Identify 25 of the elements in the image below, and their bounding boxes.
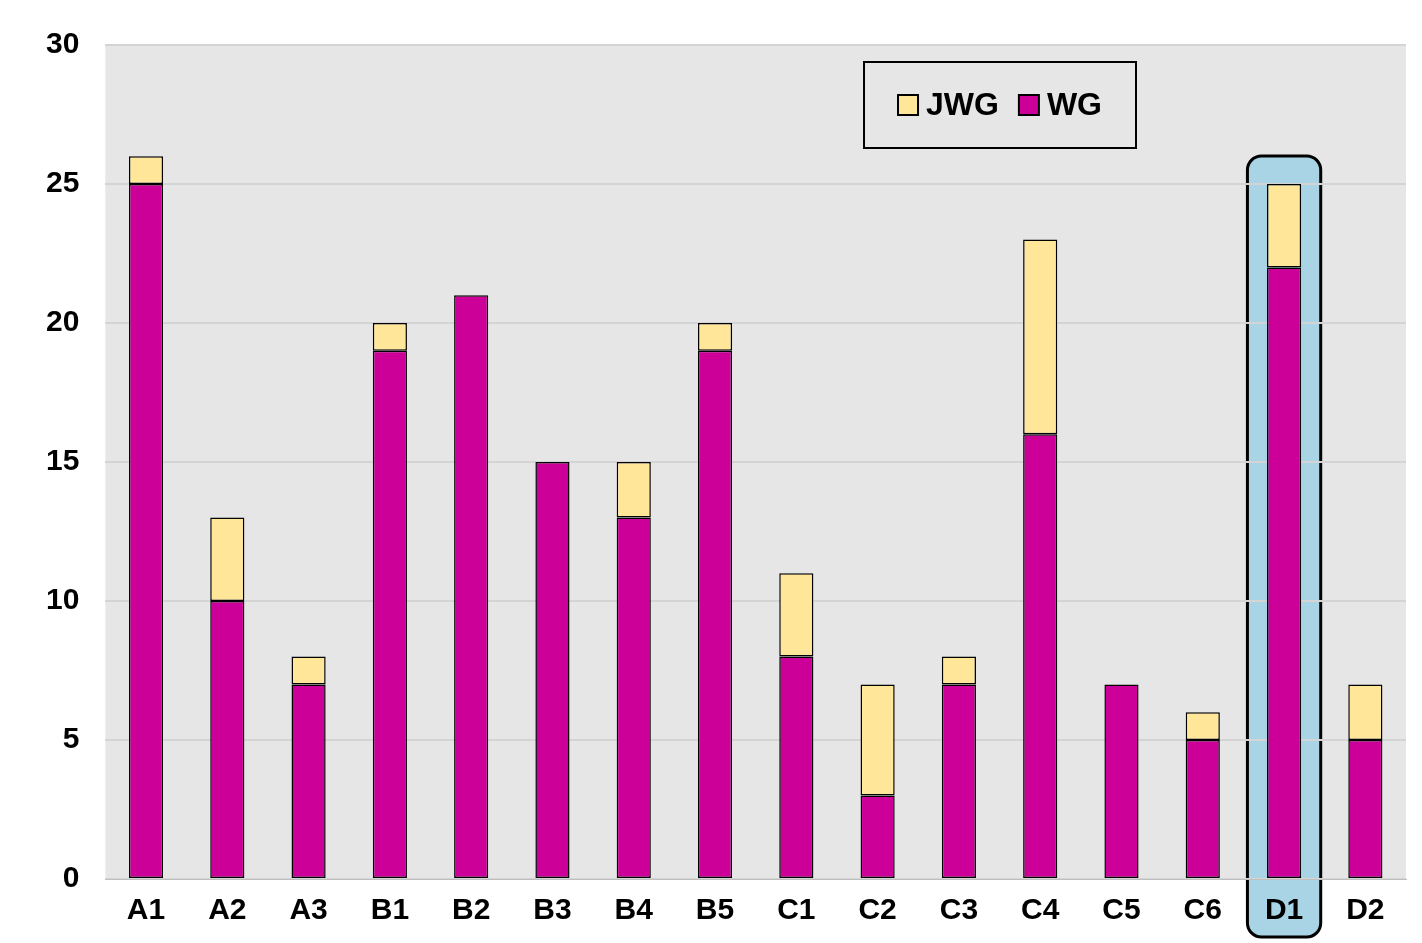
y-tick-label: 30: [45, 26, 80, 60]
x-tick-label: B5: [695, 892, 735, 926]
y-tick-label: 5: [62, 721, 80, 755]
x-tick-label: C2: [858, 892, 897, 926]
y-tick-label: 20: [45, 304, 80, 338]
x-tick-label: A3: [289, 892, 328, 926]
y-tick-label: 15: [45, 443, 80, 477]
y-tick-label: 10: [45, 582, 80, 616]
x-tick-label: C4: [1021, 892, 1060, 926]
x-tick-label: D1: [1264, 892, 1304, 926]
x-tick-label: C3: [939, 892, 979, 926]
y-tick-label: 0: [62, 860, 80, 894]
x-tick-label: A2: [208, 892, 247, 926]
x-tick-label: B1: [370, 892, 410, 926]
x-tick-label: B3: [533, 892, 572, 926]
legend-label: JWG: [926, 85, 999, 122]
x-tick-label: B4: [614, 892, 654, 926]
x-tick-label: D2: [1346, 892, 1385, 926]
y-tick-label: 25: [45, 165, 80, 199]
x-tick-label: A1: [126, 892, 166, 926]
x-tick-label: B2: [451, 892, 491, 926]
x-tick-label: C6: [1183, 892, 1222, 926]
legend-label: WG: [1046, 85, 1102, 122]
x-tick-label: C5: [1102, 892, 1141, 926]
x-tick-label: C1: [777, 892, 816, 926]
